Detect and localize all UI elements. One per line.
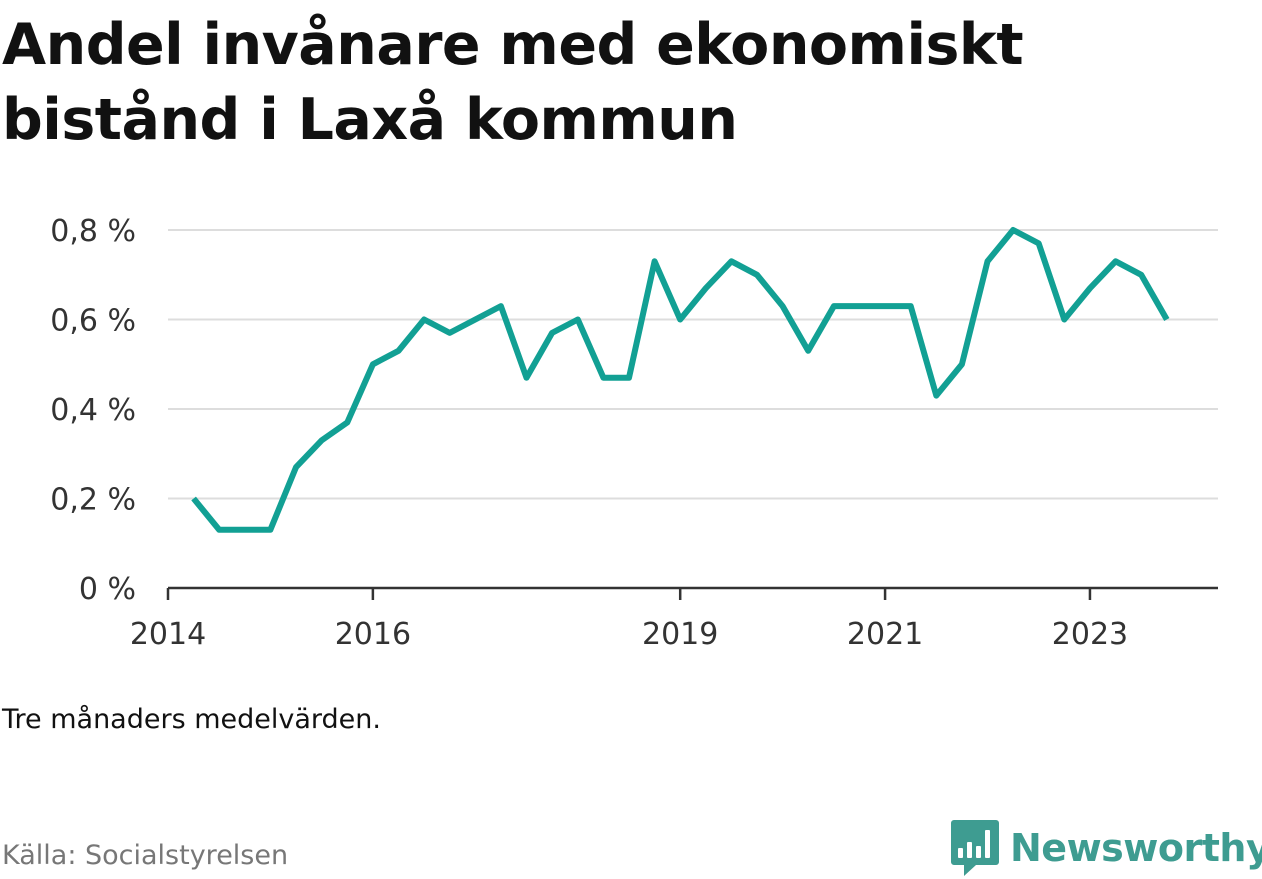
newsworthy-logo-icon [951, 820, 999, 876]
data-point [267, 527, 273, 533]
data-point [1113, 258, 1119, 264]
data-point [985, 258, 991, 264]
brand-name: Newsworthy [1010, 826, 1262, 870]
data-point [677, 317, 683, 323]
data-point [1087, 285, 1093, 291]
data-point [652, 258, 658, 264]
y-tick-label: 0,8 % [50, 214, 136, 249]
data-point [908, 303, 914, 309]
y-tick-label: 0,6 % [50, 304, 136, 339]
data-point [1036, 240, 1042, 246]
data-point [703, 285, 709, 291]
x-tick-label: 2021 [847, 617, 923, 652]
chart-note: Tre månaders medelvärden. [2, 704, 381, 735]
data-point [370, 361, 376, 367]
data-point [396, 348, 402, 354]
data-point [575, 317, 581, 323]
data-point [857, 303, 863, 309]
data-point [780, 303, 786, 309]
data-point [472, 317, 478, 323]
data-point [805, 348, 811, 354]
data-point [242, 527, 248, 533]
data-point [319, 437, 325, 443]
data-point [882, 303, 888, 309]
data-point [293, 464, 299, 470]
x-tick-label: 2014 [130, 617, 206, 652]
data-point [754, 272, 760, 278]
data-point [1010, 227, 1016, 233]
data-point [933, 393, 939, 399]
series-line [191, 227, 1170, 533]
data-point [1138, 272, 1144, 278]
data-point [447, 330, 453, 336]
data-point [1164, 317, 1170, 323]
data-point [600, 375, 606, 381]
data-point [421, 317, 427, 323]
y-tick-label: 0,4 % [50, 393, 136, 428]
source-label: Källa: Socialstyrelsen [2, 840, 289, 871]
data-point [959, 361, 965, 367]
data-point [191, 496, 197, 502]
data-point [831, 303, 837, 309]
data-point [524, 375, 530, 381]
data-point [1061, 317, 1067, 323]
x-tick-label: 2016 [335, 617, 411, 652]
x-tick-label: 2023 [1052, 617, 1128, 652]
brand-logo: Newsworthy [950, 818, 1262, 878]
data-point [728, 258, 734, 264]
data-point [216, 527, 222, 533]
data-point [498, 303, 504, 309]
y-tick-label: 0 % [79, 572, 136, 607]
y-tick-label: 0,2 % [50, 483, 136, 518]
x-tick-label: 2019 [642, 617, 718, 652]
data-point [344, 419, 350, 425]
chart-title: Andel invånare med ekonomiskt bistånd i … [2, 12, 1024, 153]
data-point [549, 330, 555, 336]
data-point [626, 375, 632, 381]
